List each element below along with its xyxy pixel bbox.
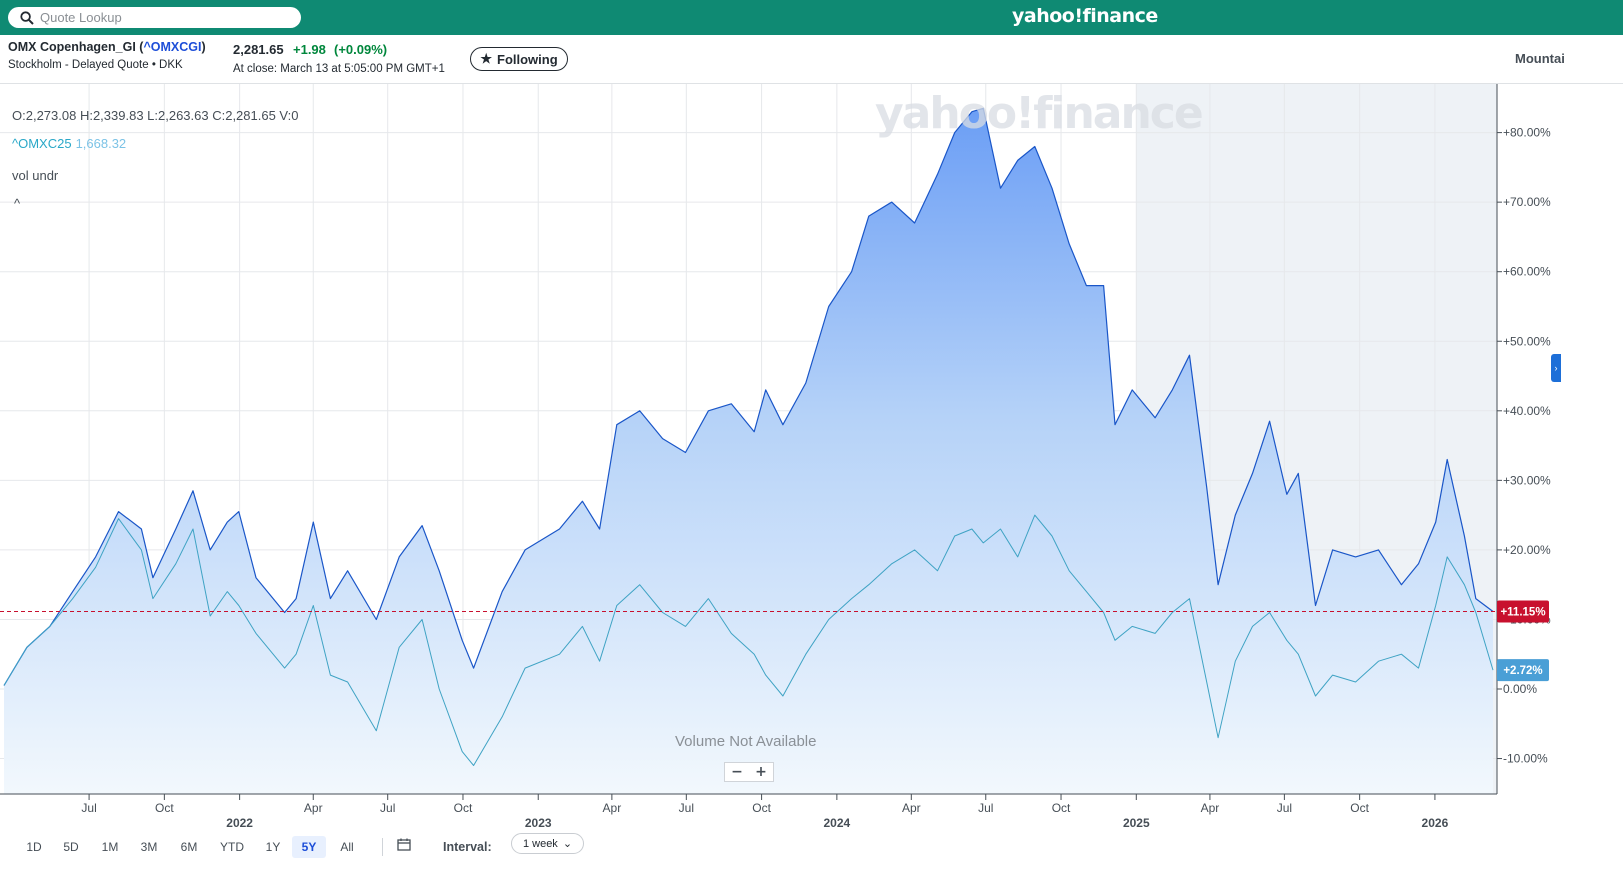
series-line (3, 107, 1494, 686)
zoom-out-button[interactable]: − (725, 763, 749, 781)
quote-price: 2,281.65 (233, 42, 284, 57)
y-tick-label: -10.00% (1503, 752, 1548, 766)
x-tick-label: Jul (81, 801, 96, 815)
yahoo-finance-logo[interactable]: yahoo!finance (1012, 5, 1158, 27)
series-area-fill (4, 108, 1493, 795)
period-6m[interactable]: 6M (180, 840, 198, 854)
x-axis: Jul Oct 2022 Apr Jul Oct 2023 Apr Jul Oct 2024 Apr J… (81, 794, 1449, 830)
y-tick-label: +40.00% (1503, 404, 1551, 418)
x-tick-label: Oct (155, 801, 174, 815)
period-3m[interactable]: 3M (140, 840, 158, 854)
y-tick-label: +50.00% (1503, 334, 1551, 348)
top-navigation-bar: yahoo!finance (0, 0, 1623, 35)
following-label: Following (497, 51, 558, 67)
period-1m[interactable]: 1M (101, 840, 119, 854)
chart-watermark: yahoo!finance (875, 88, 1204, 139)
chart-series (3, 107, 1494, 795)
interval-value: 1 week (522, 837, 558, 850)
quote-change: +1.98 (293, 42, 326, 57)
y-axis: -10.00%0.00%+10.00%+20.00%+30.00%+40.00%… (1497, 126, 1551, 766)
interval-select[interactable]: 1 week ⌄ (511, 833, 584, 854)
interval-label: Interval: (443, 840, 492, 854)
side-panel-toggle-icon[interactable]: › (1551, 354, 1561, 382)
x-tick-label: Oct (454, 801, 473, 815)
comparison-symbol[interactable]: ^OMXC25 (12, 136, 72, 151)
series-line (3, 514, 1494, 766)
x-tick-label: Oct (1350, 801, 1369, 815)
star-icon: ★ (480, 51, 492, 66)
x-tick-label: Jul (380, 801, 395, 815)
x-tick-label: Apr (902, 801, 921, 815)
x-tick-label: Apr (1201, 801, 1220, 815)
chart-type-selector[interactable]: Mountai (1515, 51, 1565, 66)
quote-lookup-search[interactable] (8, 7, 301, 28)
search-input[interactable] (40, 10, 280, 25)
quote-symbol[interactable]: ^OMXCGI (143, 40, 202, 54)
last-value-badge (1497, 659, 1549, 682)
x-tick-label: Jul (679, 801, 694, 815)
period-5y[interactable]: 5Y (292, 836, 326, 858)
comparison-value: 1,668.32 (75, 136, 127, 151)
collapse-legend-icon[interactable]: ^ (14, 196, 21, 211)
last-value-text: +11.15% (1500, 606, 1545, 618)
y-tick-label: +20.00% (1503, 543, 1551, 557)
last-value-text: +2.72% (1503, 665, 1542, 677)
period-1d[interactable]: 1D (26, 840, 42, 854)
x-tick-label: Jul (1277, 801, 1292, 815)
y-tick-label: +60.00% (1503, 265, 1551, 279)
x-tick-label: Jul (978, 801, 993, 815)
quote-name: OMX Copenhagen_GI (^OMXCGI) (8, 40, 206, 54)
x-tick-label: Oct (1052, 801, 1071, 815)
x-year-label: 2026 (1422, 816, 1449, 830)
search-icon (20, 10, 34, 25)
exchange-info: Stockholm - Delayed Quote • DKK (8, 59, 183, 71)
y-tick-label: +80.00% (1503, 126, 1551, 140)
volume-not-available-note: Volume Not Available (675, 733, 817, 750)
comparison-legend[interactable]: ^OMXC25 1,668.32 (12, 136, 126, 151)
x-year-label: 2023 (525, 816, 552, 830)
period-divider (382, 838, 383, 856)
chevron-down-icon: ⌄ (562, 838, 573, 850)
period-all[interactable]: All (340, 840, 354, 854)
period-5d[interactable]: 5D (63, 840, 79, 854)
following-button[interactable]: ★ Following (470, 47, 568, 71)
close-timestamp: At close: March 13 at 5:05:00 PM GMT+1 (233, 63, 445, 75)
x-year-label: 2022 (226, 816, 253, 830)
quote-header: OMX Copenhagen_GI (^OMXCGI) Stockholm - … (0, 35, 1623, 84)
quote-name-suffix: ) (201, 40, 206, 54)
zoom-in-button[interactable]: + (749, 763, 773, 781)
y-tick-label: 0.00% (1503, 682, 1537, 696)
calendar-icon[interactable] (397, 838, 411, 854)
x-tick-label: Apr (603, 801, 622, 815)
zoom-controls: − + (724, 762, 774, 782)
x-year-label: 2024 (824, 816, 851, 830)
quote-name-prefix: OMX Copenhagen_GI ( (8, 40, 144, 54)
period-1y[interactable]: 1Y (265, 840, 281, 854)
last-value-labels: +11.15% +2.72% (1497, 600, 1549, 682)
period-selector-bar: 1D 5D 1M 3M 6M YTD 1Y 5Y All Interval: 1… (0, 830, 1623, 860)
x-tick-label: Oct (752, 801, 771, 815)
period-ytd[interactable]: YTD (220, 840, 244, 854)
quote-change-percent: (+0.09%) (334, 42, 388, 57)
price-chart[interactable]: -10.00%0.00%+10.00%+20.00%+30.00%+40.00%… (0, 84, 1623, 830)
x-tick-label: Apr (304, 801, 323, 815)
ohlc-readout: O:2,273.08 H:2,339.83 L:2,263.63 C:2,281… (12, 108, 299, 123)
y-tick-label: +30.00% (1503, 473, 1551, 487)
indicator-label[interactable]: vol undr (12, 168, 59, 183)
y-tick-label: +70.00% (1503, 195, 1551, 209)
x-year-label: 2025 (1123, 816, 1150, 830)
last-value-badge (1497, 600, 1549, 623)
